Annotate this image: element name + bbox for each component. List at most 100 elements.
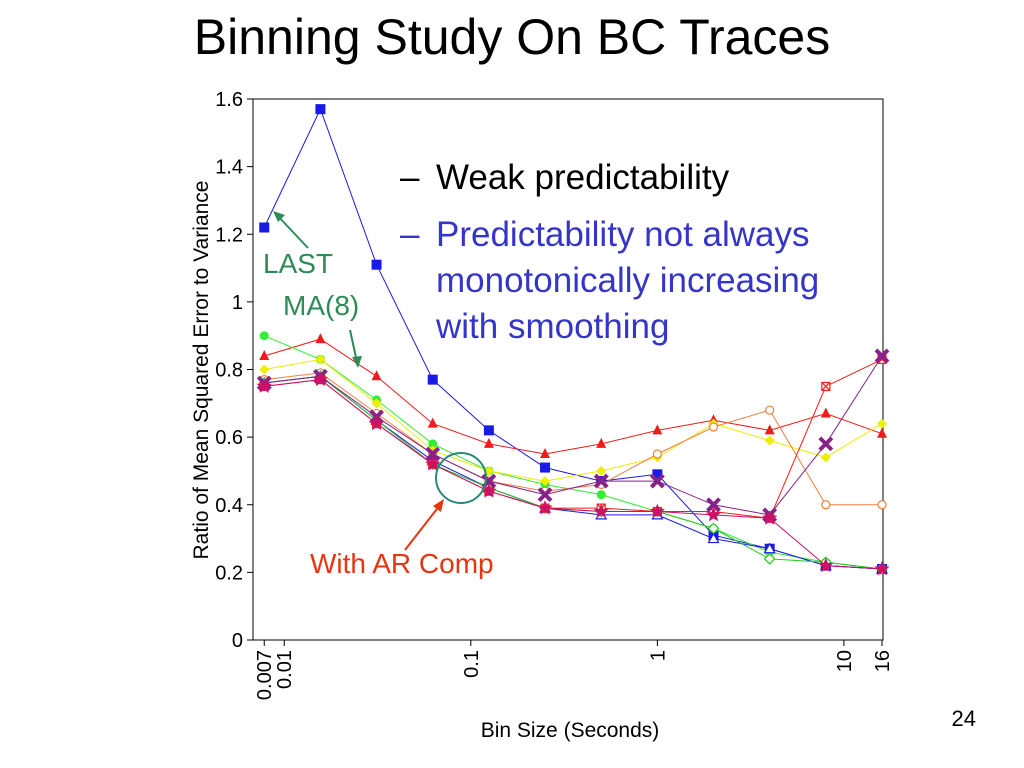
data-point: [371, 370, 382, 381]
data-point: [764, 435, 775, 446]
data-point: [820, 452, 831, 463]
data-point: [652, 469, 663, 480]
data-point: [874, 348, 890, 364]
slide-number: 24: [951, 706, 976, 731]
data-point: [371, 398, 382, 409]
data-point: [256, 378, 272, 393]
x-tick-label: 0.007: [254, 650, 276, 700]
data-point: [876, 427, 887, 438]
data-point: [537, 487, 553, 503]
x-tick-label: 1: [647, 650, 669, 661]
data-point: [259, 349, 270, 360]
y-tick-label: 1: [232, 292, 243, 314]
series-line: [264, 338, 883, 455]
x-tick-label: 0.1: [461, 650, 483, 678]
y-tick-label: 0.6: [215, 427, 243, 449]
ma8-arrowhead: [352, 356, 362, 368]
bullet-text: Predictability not always monotonically …: [436, 215, 820, 346]
data-point: [763, 542, 776, 554]
data-point: [765, 405, 775, 415]
y-tick-label: 1.4: [215, 157, 243, 179]
data-point: [259, 364, 270, 375]
series-line: [264, 355, 883, 516]
bullet-dash: –: [400, 158, 420, 197]
ar-arrow: [404, 504, 441, 551]
data-point: [540, 476, 551, 487]
data-point: [762, 510, 778, 525]
data-point: [259, 222, 270, 233]
data-point: [818, 557, 834, 573]
x-tick-label: 0.01: [274, 650, 296, 689]
y-axis: 0 0.2 0.4 0.6 0.8 1 1.2 1.4 1.6: [215, 89, 253, 652]
data-point: [876, 418, 887, 429]
y-tick-label: 0.2: [215, 562, 243, 584]
data-point: [428, 439, 438, 449]
annotation-last: LAST: [263, 248, 334, 279]
slide-title: Binning Study On BC Traces: [193, 9, 831, 65]
y-tick-label: 0.4: [215, 495, 243, 517]
data-point: [707, 522, 720, 535]
plot-area-frame: [252, 98, 884, 641]
data-point: [706, 497, 721, 513]
data-point: [877, 500, 887, 510]
data-point: [540, 462, 551, 473]
data-point: [427, 374, 438, 385]
data-point: [259, 331, 269, 341]
data-point: [708, 422, 719, 432]
y-tick-label: 1.6: [215, 89, 243, 111]
data-point: [818, 436, 834, 452]
data-point: [820, 407, 831, 418]
data-point: [649, 473, 665, 489]
data-point: [540, 448, 551, 459]
data-point: [596, 465, 607, 476]
last-arrowhead: [273, 211, 285, 222]
data-point: [427, 417, 438, 428]
bullet-dash: –: [400, 215, 420, 254]
ar-comp-circle: [435, 452, 487, 504]
data-point: [481, 483, 497, 498]
data-point: [425, 446, 441, 462]
data-point: [764, 424, 775, 435]
ar-arrowhead: [433, 499, 444, 512]
data-point: [315, 104, 326, 115]
data-point: [315, 333, 326, 344]
data-point: [821, 381, 831, 391]
last-arrow: [275, 213, 309, 249]
annotation-ma8: MA(8): [283, 290, 360, 321]
series-layer: [256, 104, 890, 576]
x-tick-label: 16: [872, 650, 894, 672]
series-9: [256, 371, 890, 576]
data-point: [596, 437, 607, 448]
series-line: [264, 379, 883, 570]
data-point: [593, 503, 609, 518]
y-tick-label: 0: [232, 630, 243, 652]
data-point: [652, 424, 663, 435]
data-point: [649, 503, 665, 518]
series-1: [259, 333, 887, 459]
annotation-with-ar-comp: With AR Comp: [310, 548, 494, 579]
y-tick-label: 1.2: [215, 224, 243, 246]
data-point: [705, 506, 722, 522]
data-point: [874, 561, 890, 576]
data-point: [483, 437, 494, 448]
bullet-predictability-not-monotonic: – Predictability not always monotonically…: [400, 212, 880, 350]
series-line: [264, 335, 883, 570]
data-point: [425, 456, 441, 471]
data-point: [315, 354, 326, 365]
y-axis-label: Ratio of Mean Squared Error to Variance: [190, 181, 213, 560]
data-point: [312, 371, 328, 387]
bullet-weak-predictability: – Weak predictability: [400, 155, 729, 201]
y-tick-label: 0.8: [215, 360, 243, 382]
data-point: [821, 500, 831, 510]
data-point: [707, 532, 720, 544]
data-point: [371, 259, 382, 270]
data-point: [652, 449, 662, 459]
data-point: [763, 553, 776, 565]
data-point: [596, 490, 606, 500]
data-point: [369, 415, 385, 431]
data-point: [537, 500, 553, 515]
x-axis-label: Bin Size (Seconds): [481, 719, 660, 742]
data-point: [483, 425, 494, 436]
